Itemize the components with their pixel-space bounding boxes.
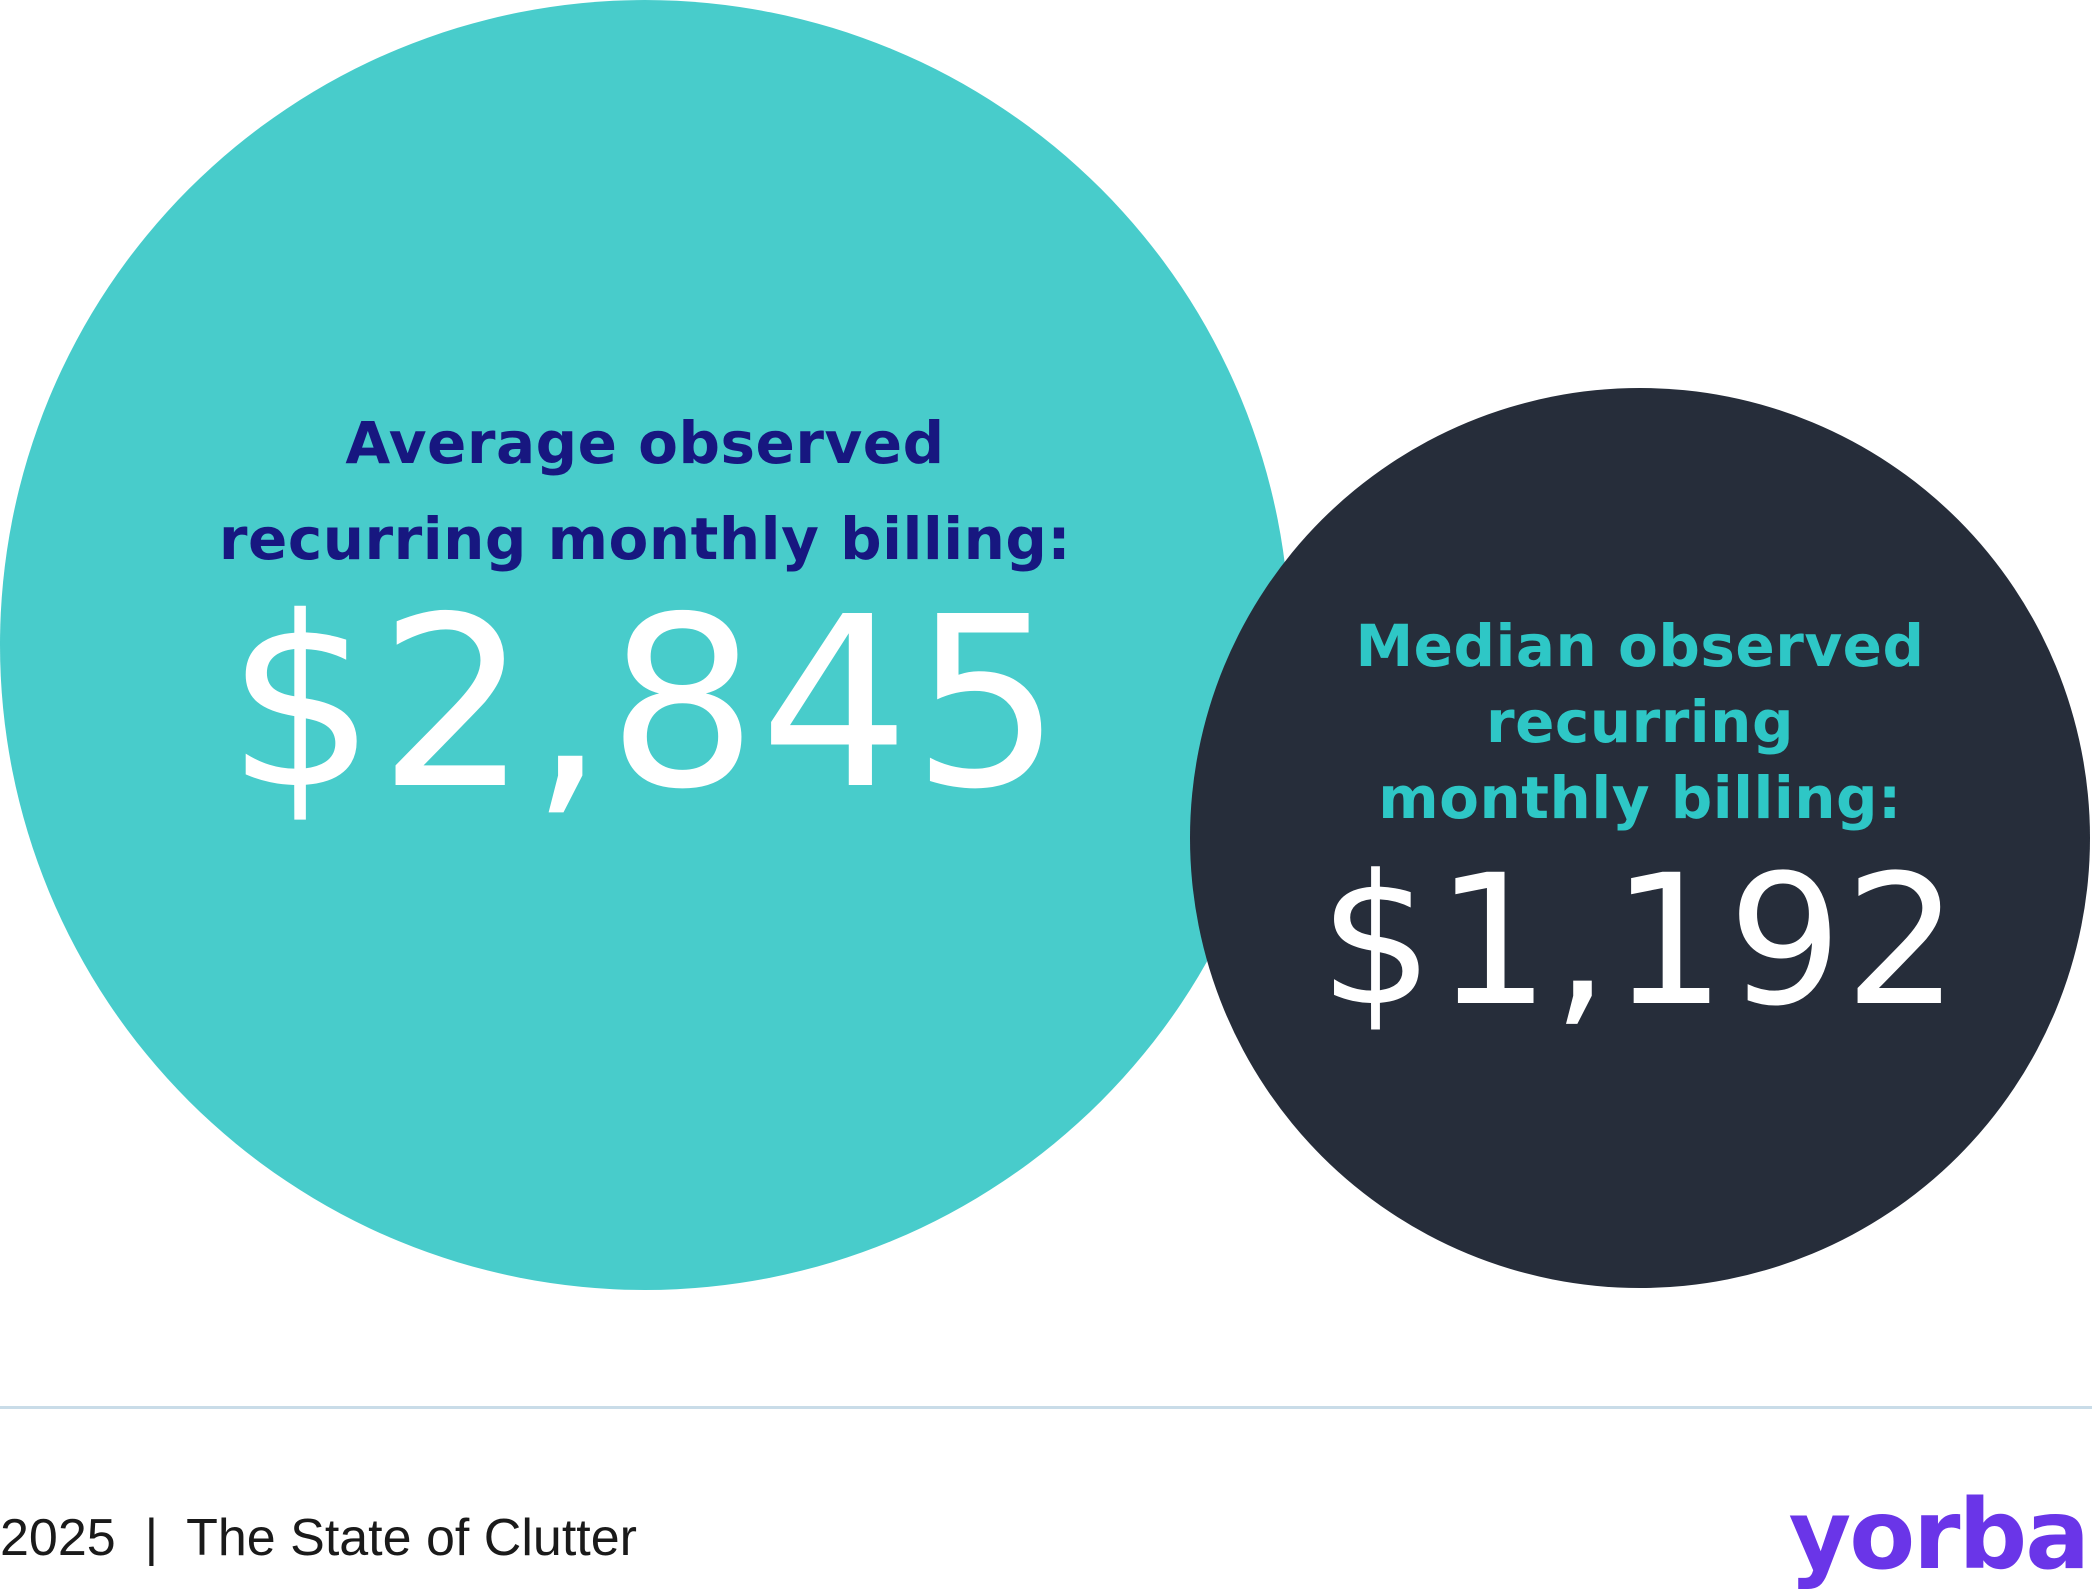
median-label-line3: monthly billing: [1378, 764, 1902, 832]
average-label-line2: recurring monthly billing: [218, 505, 1072, 573]
average-label: Average observed recurring monthly billi… [100, 395, 1190, 587]
average-value: $2,845 [226, 566, 1064, 841]
footer-caption: 2025 | The State of Clutter [0, 1505, 637, 1571]
median-stat: Median observed recurring monthly billin… [1240, 608, 2040, 1040]
footer-separator: | [144, 1509, 159, 1567]
median-circle [1190, 388, 2090, 1288]
footer-divider [0, 1406, 2092, 1409]
brand-logo: yorba [1788, 1479, 2090, 1591]
average-circle [0, 0, 1290, 1290]
average-stat: Average observed recurring monthly billi… [100, 395, 1190, 829]
median-label-line1: Median observed [1355, 612, 1925, 680]
median-label-line2: recurring [1485, 688, 1794, 756]
median-label: Median observed recurring monthly billin… [1240, 608, 2040, 836]
footer-title: The State of Clutter [186, 1509, 637, 1567]
footer-year: 2025 [0, 1509, 116, 1567]
median-value: $1,192 [1319, 837, 1961, 1046]
average-label-line1: Average observed [345, 409, 945, 477]
